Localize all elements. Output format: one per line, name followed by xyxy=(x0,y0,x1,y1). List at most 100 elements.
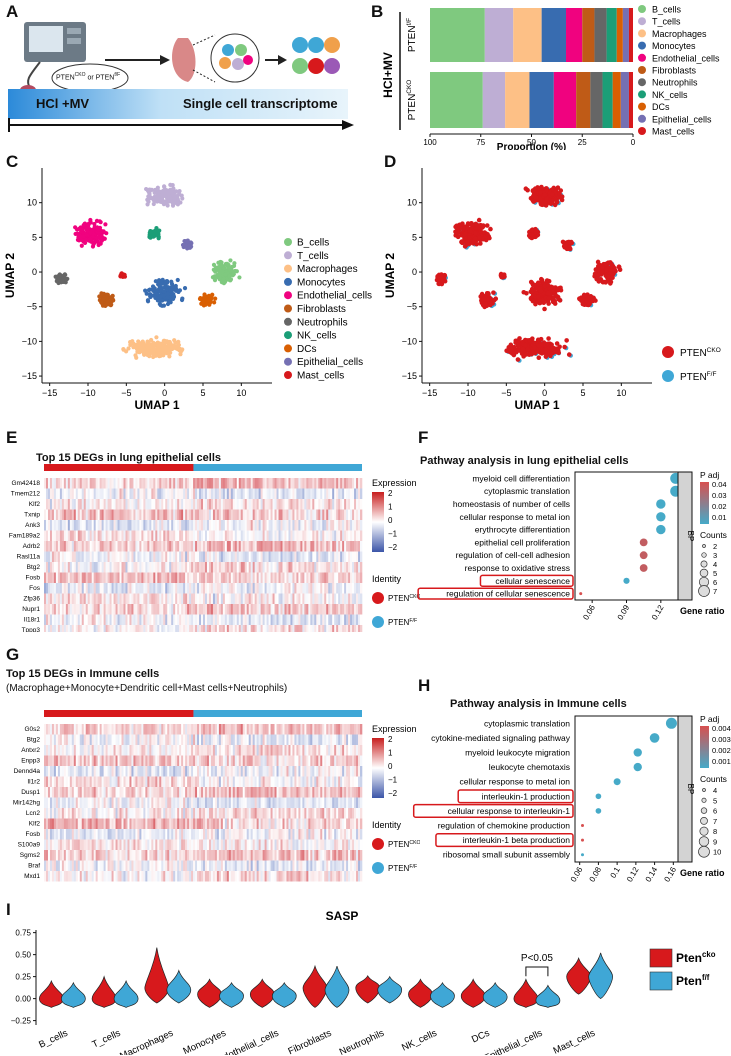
panel-e-cell xyxy=(201,509,204,520)
panel-e-cell xyxy=(147,509,150,520)
panel-e-gene-label: Fosb xyxy=(26,575,41,582)
panel-g-cell xyxy=(81,724,85,735)
panel-e-cell xyxy=(189,562,192,573)
panel-e-cell xyxy=(107,530,110,541)
panel-c-point xyxy=(163,281,168,286)
panel-e-cell xyxy=(322,562,325,573)
panel-c-point xyxy=(207,302,212,307)
panel-d-point-cko xyxy=(533,195,539,200)
panel-e-cell xyxy=(290,625,293,632)
panel-e-cell xyxy=(276,541,279,552)
panel-d-point-cko xyxy=(480,225,485,230)
panel-e-cell xyxy=(107,499,110,510)
panel-e-cell xyxy=(165,604,168,615)
panel-e-cell xyxy=(201,562,204,573)
panel-e-cell xyxy=(246,583,250,594)
panel-e-cell xyxy=(268,530,271,541)
panel-e-cell xyxy=(244,625,248,632)
panel-e-cell xyxy=(133,604,136,615)
panel-e-cell xyxy=(111,614,114,625)
panel-e-cell xyxy=(155,509,158,520)
panel-e-cell xyxy=(161,551,164,562)
panel-c-point xyxy=(217,269,222,274)
panel-e-cell xyxy=(179,509,182,520)
panel-e-cell xyxy=(139,478,142,489)
panel-e-cell xyxy=(276,614,279,625)
panel-e-cell xyxy=(212,478,216,489)
panel-e-cell xyxy=(79,520,83,531)
panel-d-point-cko xyxy=(564,338,569,343)
panel-e-cell xyxy=(169,509,172,520)
panel-e-cell xyxy=(181,625,184,632)
panel-e-cell xyxy=(330,509,333,520)
panel-e-cell xyxy=(350,541,353,552)
panel-e-cell xyxy=(81,551,85,562)
panel-e-cell xyxy=(234,551,238,562)
panel-e-cell xyxy=(71,488,75,499)
panel-f-pathway-label: cellular senescence xyxy=(495,576,570,586)
panel-e-cell xyxy=(218,541,222,552)
panel-c-legend-dot xyxy=(284,277,292,286)
panel-e-cell xyxy=(302,614,305,625)
panel-e-cell xyxy=(208,509,212,520)
panel-c-legend-dot xyxy=(284,251,292,260)
panel-e-cell xyxy=(147,562,150,573)
panel-e-cell xyxy=(75,488,79,499)
panel-e-cell xyxy=(218,551,222,562)
panel-e-cell xyxy=(216,572,220,583)
panel-d-point-cko xyxy=(515,357,521,362)
panel-e-cell xyxy=(212,614,216,625)
panel-b-legend-dot xyxy=(638,114,646,123)
panel-e-cell xyxy=(358,562,361,573)
panel-c-point xyxy=(157,228,162,233)
panel-e-cell xyxy=(91,593,94,604)
panel-e-cell xyxy=(195,488,198,499)
panel-e-gene-label: Txnip xyxy=(24,512,40,519)
panel-e-cell xyxy=(214,478,218,489)
panel-c-point xyxy=(91,242,96,247)
panel-a-timeline-arrow xyxy=(8,118,354,132)
panel-e-cell xyxy=(145,572,148,583)
panel-e-cell xyxy=(55,604,59,615)
panel-e-cell xyxy=(350,530,353,541)
panel-c-point xyxy=(131,341,136,347)
panel-e-cell xyxy=(336,572,339,583)
panel-e-cell xyxy=(270,572,273,583)
panel-c-x-label: UMAP 1 xyxy=(134,398,179,412)
panel-e-cell xyxy=(95,488,98,499)
panel-e-cell xyxy=(286,509,289,520)
panel-e-cell xyxy=(318,541,321,552)
panel-e-cell xyxy=(358,625,361,632)
panel-e-cell xyxy=(203,499,206,510)
panel-e-cell xyxy=(129,499,132,510)
panel-d-point-cko xyxy=(552,202,558,208)
panel-e-cell xyxy=(153,562,156,573)
panel-e-cell xyxy=(119,520,122,531)
panel-b-bar-Monocytes xyxy=(529,72,554,128)
panel-e-cell xyxy=(67,499,71,510)
panel-e-cell xyxy=(111,593,114,604)
panel-e-cell xyxy=(101,614,104,625)
panel-e-cell xyxy=(242,551,246,562)
panel-d-point-cko xyxy=(556,296,561,302)
panel-e-cell xyxy=(147,551,150,562)
panel-e-cell xyxy=(302,520,305,531)
panel-e-cell xyxy=(197,488,200,499)
panel-c-point xyxy=(170,203,176,208)
panel-e-cell xyxy=(93,614,96,625)
panel-e-cell xyxy=(153,509,156,520)
panel-e-cell xyxy=(181,551,184,562)
panel-d-point-cko xyxy=(523,352,529,357)
panel-c-point xyxy=(174,189,179,194)
panel-e-cell xyxy=(95,604,98,615)
panel-d-point-cko xyxy=(468,221,474,227)
panel-e-cell xyxy=(248,614,251,625)
panel-e-cell xyxy=(103,593,106,604)
panel-e-cell xyxy=(53,541,57,552)
panel-e-cell xyxy=(145,604,148,615)
panel-e-cell xyxy=(103,572,106,583)
panel-e-cell xyxy=(216,562,220,573)
panel-e-cell xyxy=(294,478,297,489)
panel-e-cell xyxy=(63,583,67,594)
panel-e-title: Top 15 DEGs in lung epithelial cells xyxy=(36,452,222,464)
